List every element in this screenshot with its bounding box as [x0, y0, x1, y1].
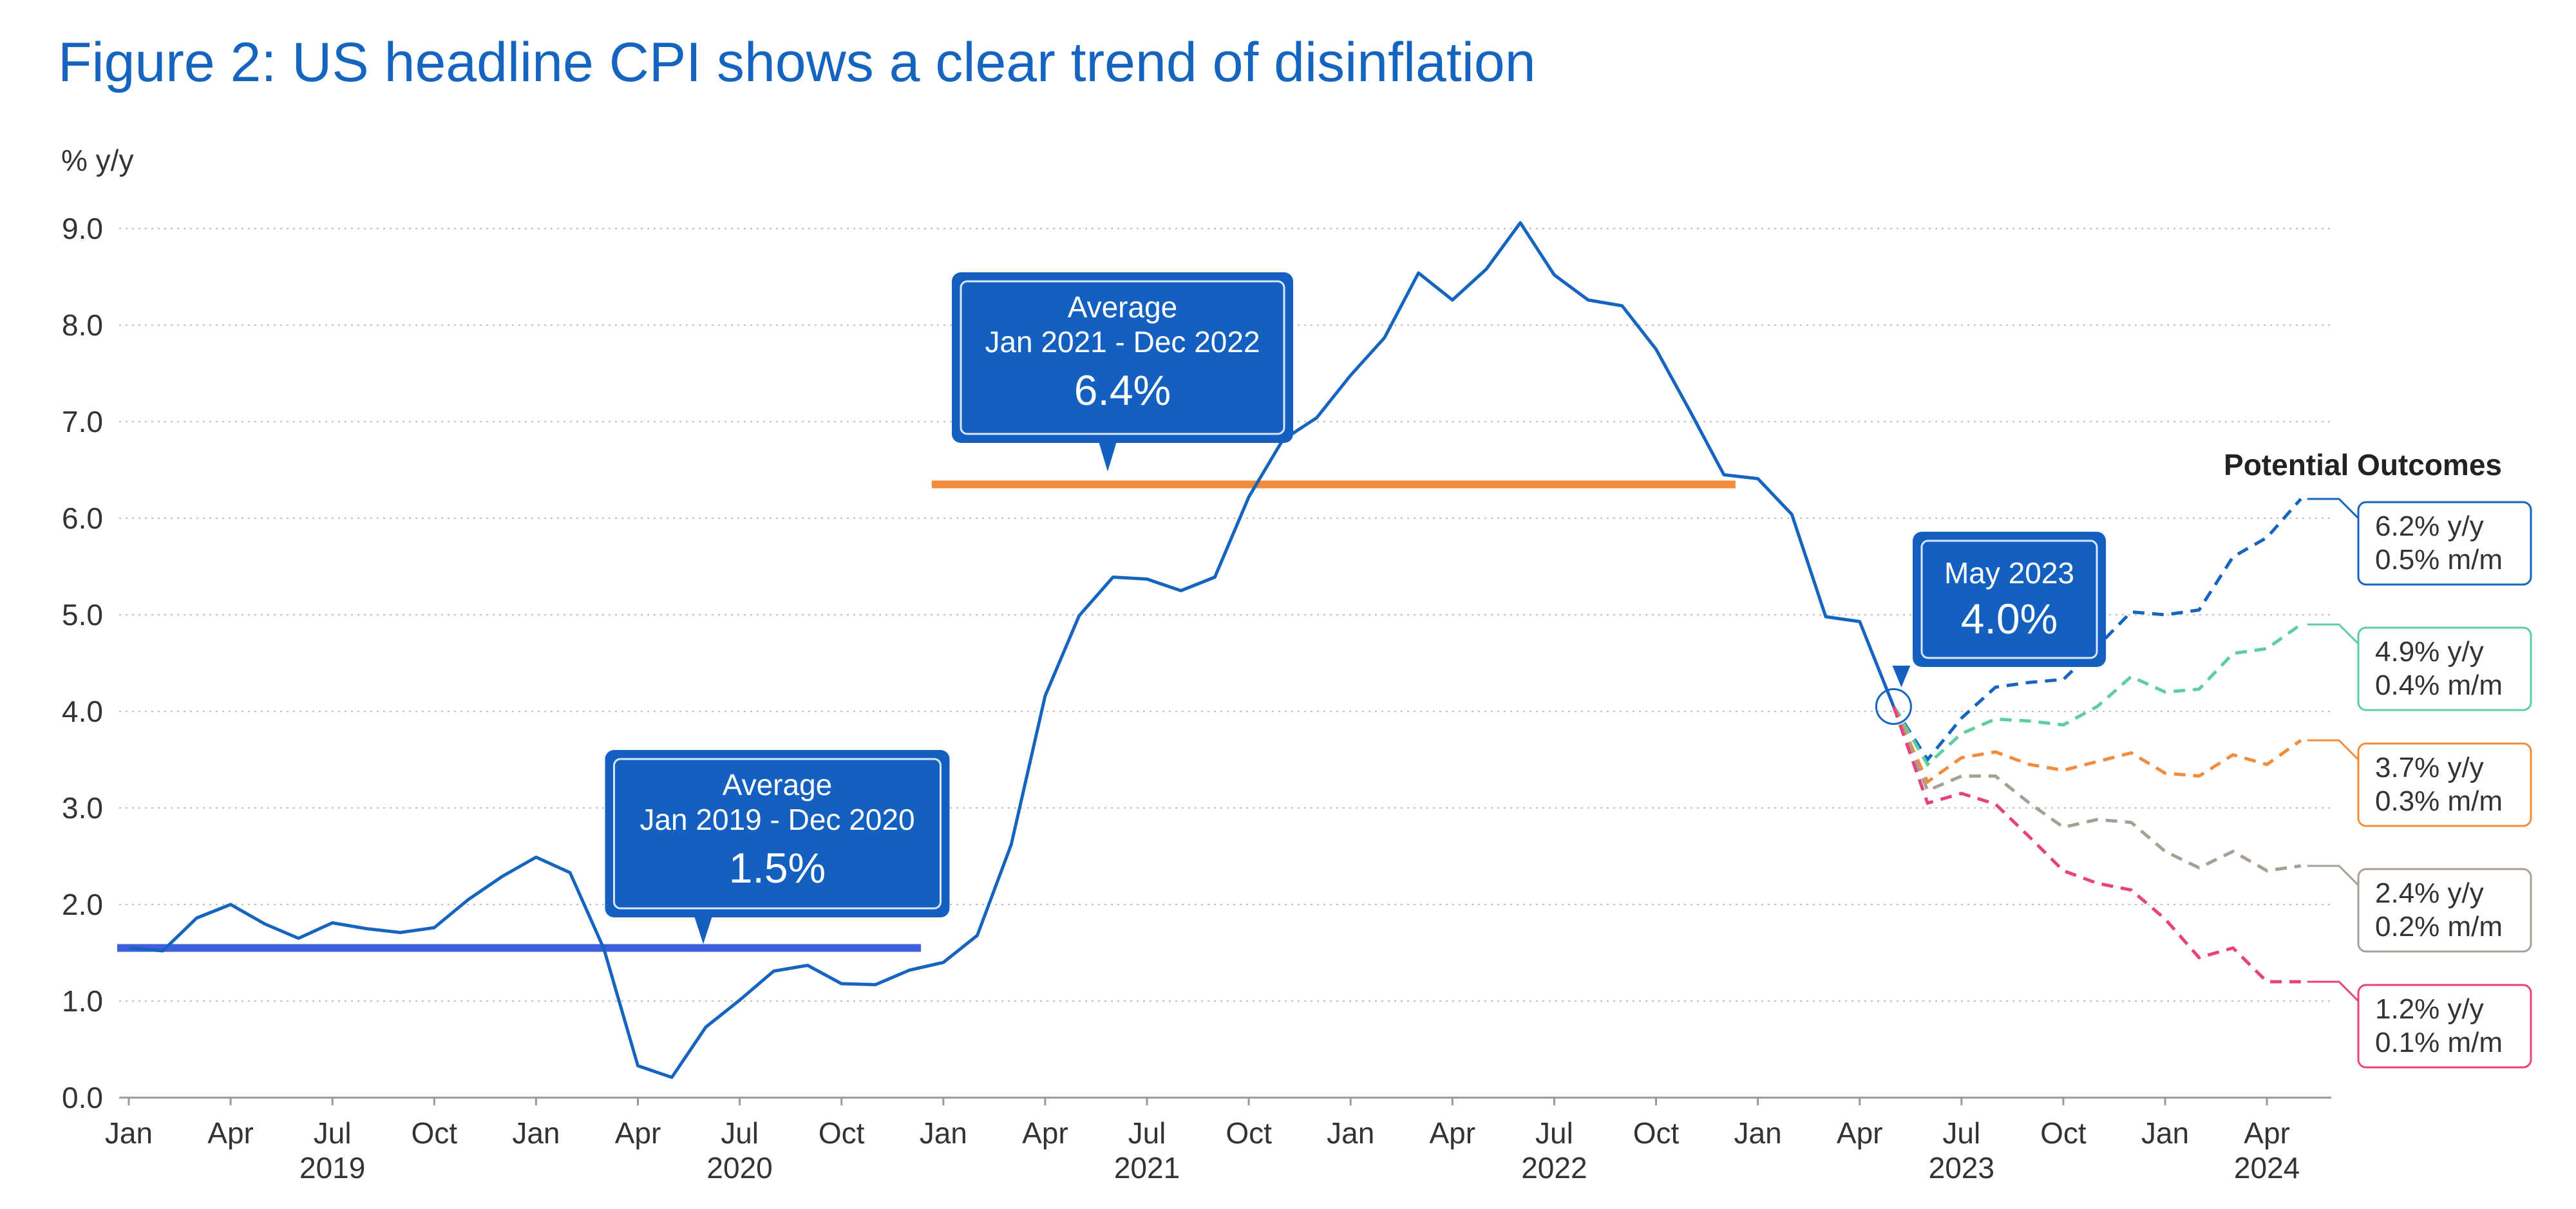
x-tick-label: Apr: [207, 1116, 254, 1150]
x-tick-label: Apr: [1022, 1116, 1068, 1150]
outcome-label-box: [2357, 626, 2532, 711]
x-tick-label: Jul: [1535, 1116, 1573, 1150]
projection-line: [1892, 706, 2302, 873]
callout-box: [1913, 532, 2106, 667]
y-tick-label: 0.0: [62, 1081, 103, 1114]
outcome-yy-label: 2.4% y/y: [2375, 877, 2484, 909]
outcome-yy-label: 3.7% y/y: [2375, 752, 2484, 783]
callout-inner-border: [613, 758, 942, 910]
cpi-series-line: [128, 221, 1895, 1079]
outcome-yy-label: 6.2% y/y: [2375, 511, 2484, 542]
x-tick-label: Oct: [412, 1116, 458, 1150]
x-tick-label: Jan: [920, 1116, 967, 1150]
x-tick-label: Oct: [1633, 1116, 1680, 1150]
callout-value: 1.5%: [729, 844, 826, 892]
y-tick-label: 3.0: [62, 791, 103, 825]
y-tick-label: 4.0: [62, 695, 103, 728]
callout-inner-border: [960, 280, 1285, 435]
outcome-label-box: [2357, 501, 2532, 586]
projection-layer: 6.2% y/y0.5% m/m 4.9% y/y0.4% m/m 3.7% y/y…: [1892, 448, 2532, 1069]
x-tick-label: Oct: [819, 1116, 865, 1150]
outcome-leader-line: [2307, 865, 2360, 886]
outcome-mm-label: 0.2% m/m: [2375, 911, 2503, 942]
x-tick-label: Apr: [615, 1116, 661, 1150]
latest-point-marker: [1875, 688, 1912, 725]
x-tick-label: Apr: [2244, 1116, 2290, 1150]
projection-line: [1892, 706, 2301, 984]
y-tick-label: 9.0: [62, 212, 103, 245]
x-tick-label: Jul: [1128, 1116, 1166, 1150]
outcome-leader-line: [2307, 980, 2360, 1002]
x-tick-label: Apr: [1837, 1116, 1883, 1150]
y-tick-label: 6.0: [62, 501, 103, 535]
outcome-mm-label: 0.1% m/m: [2375, 1027, 2503, 1058]
x-year-label: 2023: [1929, 1151, 1994, 1185]
x-year-label: 2021: [1114, 1151, 1180, 1185]
outcome-label-box: [2357, 868, 2532, 953]
x-tick-label: Jul: [314, 1116, 352, 1150]
y-tick-label: 8.0: [62, 308, 103, 342]
x-year-label: 2020: [706, 1151, 772, 1185]
callout-label: Average: [1068, 290, 1178, 324]
callout-period: Jan 2019 - Dec 2020: [639, 803, 914, 836]
y-axis-label: % y/y: [61, 144, 133, 177]
outcome-leader-line: [2307, 498, 2360, 520]
x-tick-label: Oct: [2040, 1116, 2087, 1150]
callout-label: Average: [723, 768, 833, 801]
callout-value: 4.0%: [1961, 595, 2058, 642]
y-tick-label: 5.0: [62, 598, 103, 632]
x-tick-label: Jan: [1734, 1116, 1782, 1150]
outcome-label-box: [2357, 742, 2532, 827]
callout-label: May 2023: [1944, 556, 2074, 590]
average-lines: [117, 480, 1736, 952]
callout-box: [952, 272, 1293, 443]
outcome-leader-line: [2307, 739, 2360, 761]
chart-title: Figure 2: US headline CPI shows a clear …: [58, 32, 1536, 93]
outcome-mm-label: 0.4% m/m: [2375, 670, 2503, 701]
potential-outcomes-title: Potential Outcomes: [2224, 448, 2502, 482]
latest-value-callout: May 2023 4.0%: [1892, 532, 2106, 688]
series-layer: [128, 221, 1895, 1079]
x-year-label: 2019: [299, 1151, 365, 1185]
outcome-yy-label: 4.9% y/y: [2375, 636, 2484, 668]
callout-pointer: [1099, 442, 1117, 472]
x-tick-label: Jan: [512, 1116, 560, 1150]
callout-box: [605, 750, 950, 917]
outcome-mm-label: 0.3% m/m: [2375, 785, 2503, 817]
callout-pointer: [694, 916, 712, 944]
x-tick-label: Jan: [1327, 1116, 1374, 1150]
projection-line: [1892, 623, 2302, 767]
x-tick-label: Jul: [721, 1116, 759, 1150]
callout-value: 6.4%: [1074, 366, 1171, 414]
callout-period: Jan 2021 - Dec 2022: [985, 325, 1260, 359]
x-tick-label: Oct: [1226, 1116, 1272, 1150]
axes: % y/y 0.0 1.0 2.0 3.0 4.0 5.0 6.0 7.0 8.0 9.0 Jan Ap…: [61, 144, 2331, 1185]
x-year-label: 2024: [2234, 1151, 2300, 1185]
y-tick-label: 1.0: [62, 984, 103, 1018]
callout-inner-border: [1920, 539, 2098, 659]
x-tick-label: Jan: [2141, 1116, 2189, 1150]
x-year-label: 2022: [1521, 1151, 1587, 1185]
projection-line: [1892, 706, 2302, 785]
outcome-leader-line: [2307, 623, 2360, 645]
outcome-mm-label: 0.5% m/m: [2375, 544, 2503, 576]
callout-pointer: [1892, 666, 1911, 688]
x-tick-label: Jul: [1942, 1116, 1980, 1150]
outcome-yy-label: 1.2% y/y: [2375, 993, 2484, 1025]
x-tick-label: Jan: [105, 1116, 153, 1150]
outcome-label-box: [2357, 984, 2532, 1069]
y-tick-label: 2.0: [62, 888, 103, 921]
y-tick-label: 7.0: [62, 405, 103, 438]
x-tick-label: Apr: [1430, 1116, 1476, 1150]
